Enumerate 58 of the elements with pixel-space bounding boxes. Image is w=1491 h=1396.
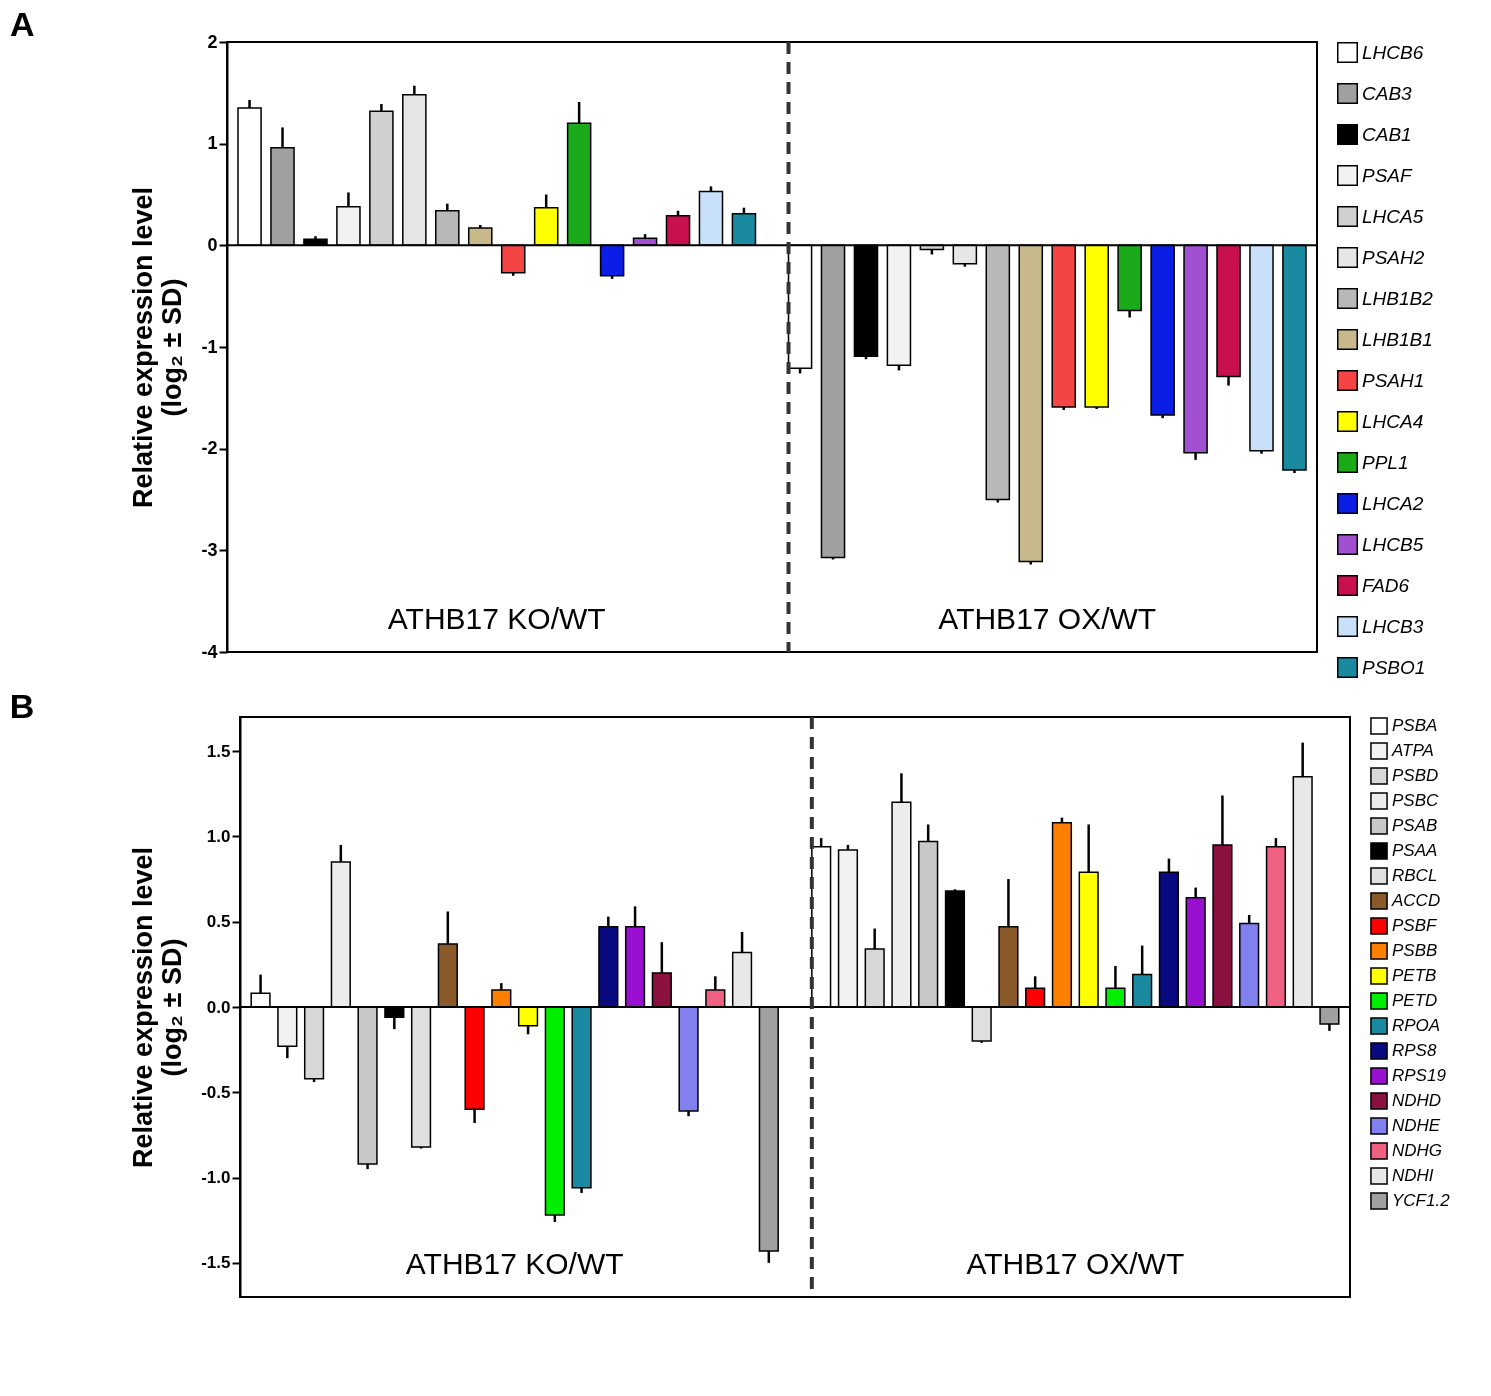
- legend-label: PSAH2: [1362, 246, 1425, 268]
- y-tick-label: -1.5: [201, 1253, 231, 1273]
- legend-label: PSAA: [1392, 841, 1438, 860]
- x-tick-label: ATHB17 OX/WT: [938, 601, 1157, 635]
- legend-label: PSAH1: [1362, 369, 1425, 391]
- y-tick-label: 1.5: [206, 741, 231, 761]
- legend-label: CAB3: [1362, 82, 1413, 104]
- legend-label: PETD: [1392, 991, 1438, 1010]
- legend-label: CAB1: [1362, 123, 1412, 145]
- legend-label: PSBF: [1392, 916, 1439, 935]
- y-tick-label: -3: [201, 539, 218, 560]
- x-tick-label: ATHB17 KO/WT: [405, 1246, 624, 1280]
- y-tick-label: -0.5: [201, 1082, 231, 1102]
- legend-label: ATPA: [1391, 741, 1434, 760]
- legend-label: PPL1: [1362, 451, 1409, 473]
- legend-label: FAD6: [1362, 574, 1410, 596]
- chart-title: A: [10, 5, 35, 43]
- x-tick-label: ATHB17 KO/WT: [387, 601, 606, 635]
- y-tick-label: 2: [207, 31, 218, 52]
- legend-label: PSBD: [1392, 766, 1439, 785]
- legend-label: LHCA2: [1362, 492, 1424, 514]
- y-axis-title: Relative expression level (log₂ ± SD): [128, 846, 188, 1169]
- y-tick-label: 1: [207, 133, 218, 154]
- y-tick-label: -1.0: [201, 1168, 231, 1188]
- legend-label: LHB1B2: [1362, 287, 1434, 309]
- legend-label: LHB1B1: [1362, 328, 1433, 350]
- y-tick-label: 0.5: [206, 912, 231, 932]
- y-tick-label: 0.0: [206, 997, 231, 1017]
- legend-label: NDHG: [1392, 1141, 1443, 1160]
- legend-label: PSAF: [1362, 164, 1414, 186]
- legend-label: LHCA5: [1362, 205, 1424, 227]
- chart-title: B: [9, 687, 35, 725]
- legend-label: PSBC: [1392, 791, 1440, 810]
- legend-label: LHCB5: [1362, 533, 1424, 555]
- x-tick-label: ATHB17 OX/WT: [966, 1246, 1185, 1280]
- legend-label: NDHD: [1392, 1091, 1442, 1110]
- y-axis-title: Relative expression level (log₂ ± SD): [128, 186, 188, 509]
- legend-label: NDHI: [1392, 1166, 1434, 1185]
- legend-label: PSBA: [1392, 716, 1438, 735]
- legend-label: NDHE: [1392, 1116, 1441, 1135]
- legend-label: LHCB3: [1362, 615, 1424, 637]
- y-tick-label: -1: [201, 336, 218, 357]
- legend-label: RPOA: [1392, 1016, 1441, 1035]
- legend-label: RBCL: [1392, 866, 1438, 885]
- y-tick-label: -4: [201, 641, 218, 662]
- y-tick-label: 0: [207, 234, 218, 255]
- y-tick-label: 1.0: [206, 826, 231, 846]
- legend-label: PETB: [1392, 966, 1437, 985]
- legend-label: ACCD: [1391, 891, 1441, 910]
- y-tick-label: -2: [201, 438, 218, 459]
- legend-label: PSBB: [1392, 941, 1438, 960]
- legend-label: PSAB: [1392, 816, 1438, 835]
- legend-label: YCF1.2: [1392, 1191, 1451, 1210]
- legend-label: PSBO1: [1362, 656, 1426, 678]
- legend-label: RPS8: [1392, 1041, 1437, 1060]
- legend-label: LHCB6: [1362, 41, 1424, 63]
- legend-label: RPS19: [1392, 1066, 1447, 1085]
- legend-label: LHCA4: [1362, 410, 1424, 432]
